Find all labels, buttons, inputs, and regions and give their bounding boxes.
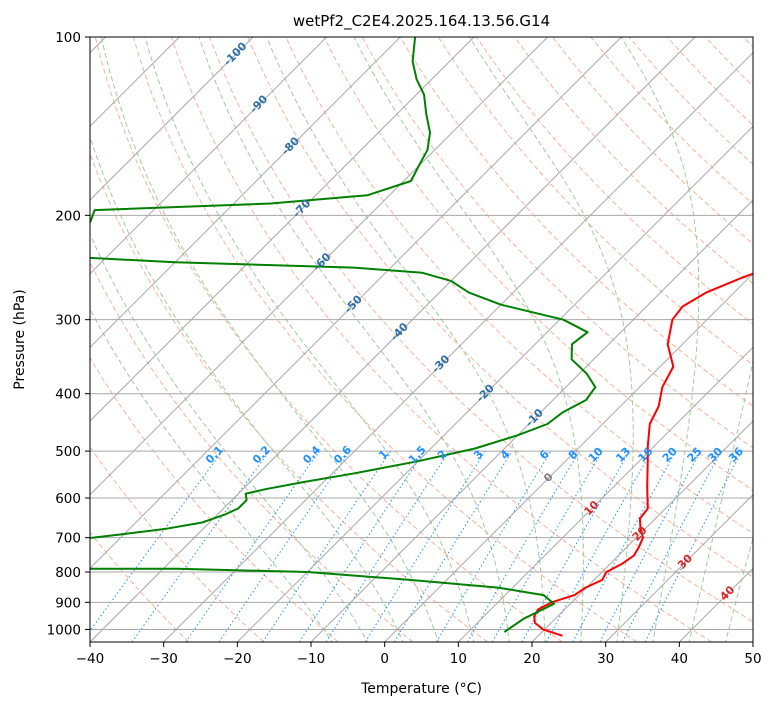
x-tick-label: −40 (76, 651, 105, 667)
y-tick-label: 700 (55, 531, 81, 547)
mixing-ratio-line (572, 450, 677, 642)
isotherm (90, 37, 549, 496)
dry-adiabat (437, 37, 753, 366)
y-axis-label: Pressure (hPa) (12, 289, 28, 389)
dry-adiabat (90, 531, 190, 642)
dry-adiabat (90, 356, 339, 642)
plot-frame (89, 36, 754, 643)
isotherm (90, 37, 328, 275)
x-tick-label: 20 (523, 651, 540, 667)
dry-adiabat (361, 37, 753, 449)
mixing-ratio-line (393, 450, 513, 642)
dry-adiabat (399, 37, 753, 407)
y-tick-label: 900 (55, 595, 81, 611)
isotherm (90, 37, 475, 422)
isotherm (457, 346, 753, 642)
y-tick-label: 500 (55, 444, 81, 460)
y-tick-label: 100 (55, 30, 81, 46)
mixing-ratio-line (131, 450, 270, 642)
x-axis-label: Temperature (°C) (360, 681, 482, 697)
temperature-line (533, 272, 753, 637)
isotherm (531, 420, 753, 642)
mixing-ratio-line (90, 450, 223, 632)
isotherm (310, 199, 753, 642)
chart-title: wetPf2_C2E4.2025.164.13.56.G14 (293, 12, 550, 31)
x-tick-label: 10 (450, 651, 467, 667)
x-tick-label: 30 (597, 651, 614, 667)
isotherm (90, 37, 696, 642)
mixing-ratio-line (521, 450, 630, 642)
dry-adiabat (514, 37, 753, 285)
dry-adiabat (90, 446, 264, 642)
y-tick-label: 200 (55, 208, 81, 224)
isotherm (90, 37, 401, 349)
mixing-ratio-line (218, 450, 351, 642)
isotherm (384, 272, 753, 642)
dewpoint-line (90, 37, 597, 633)
dry-adiabat (209, 37, 753, 623)
y-tick-label: 800 (55, 565, 81, 581)
mixing-ratio-line (298, 450, 425, 642)
isotherm (163, 51, 753, 642)
chart-curves (90, 37, 753, 637)
isotherm (236, 125, 753, 642)
moist-adiabat (100, 37, 440, 642)
dry-adiabat (171, 37, 712, 642)
y-tick-label: 600 (55, 491, 81, 507)
x-tick-label: −20 (223, 651, 252, 667)
mixing-ratio-line (545, 450, 653, 642)
dry-adiabat (323, 37, 753, 491)
dry-adiabat (247, 37, 753, 578)
x-tick-label: 40 (671, 651, 688, 667)
isotherm (90, 37, 622, 570)
x-tick-label: 0 (380, 651, 389, 667)
x-tick-label: 50 (744, 651, 761, 667)
x-tick-label: −30 (149, 651, 178, 667)
dry-adiabat (94, 37, 563, 642)
dry-adiabat (132, 37, 638, 642)
mixing-ratio-line (325, 450, 450, 642)
x-tick-label: −10 (297, 651, 326, 667)
mixing-ratio-line (644, 450, 743, 642)
y-tick-label: 1000 (47, 622, 81, 638)
y-tick-label: 400 (55, 387, 81, 403)
axis-ticks: −40 −30 −20 −10 0 10 20 30 40 50 100 200 300 400 500 60… (47, 30, 762, 667)
grid-lines (90, 37, 753, 642)
isotherm (90, 37, 254, 201)
mixing-ratio-line (185, 450, 320, 642)
y-tick-label: 300 (55, 313, 81, 329)
mixing-ratio-line (262, 450, 392, 642)
dry-adiabat (90, 152, 488, 642)
isotherm (605, 493, 753, 642)
